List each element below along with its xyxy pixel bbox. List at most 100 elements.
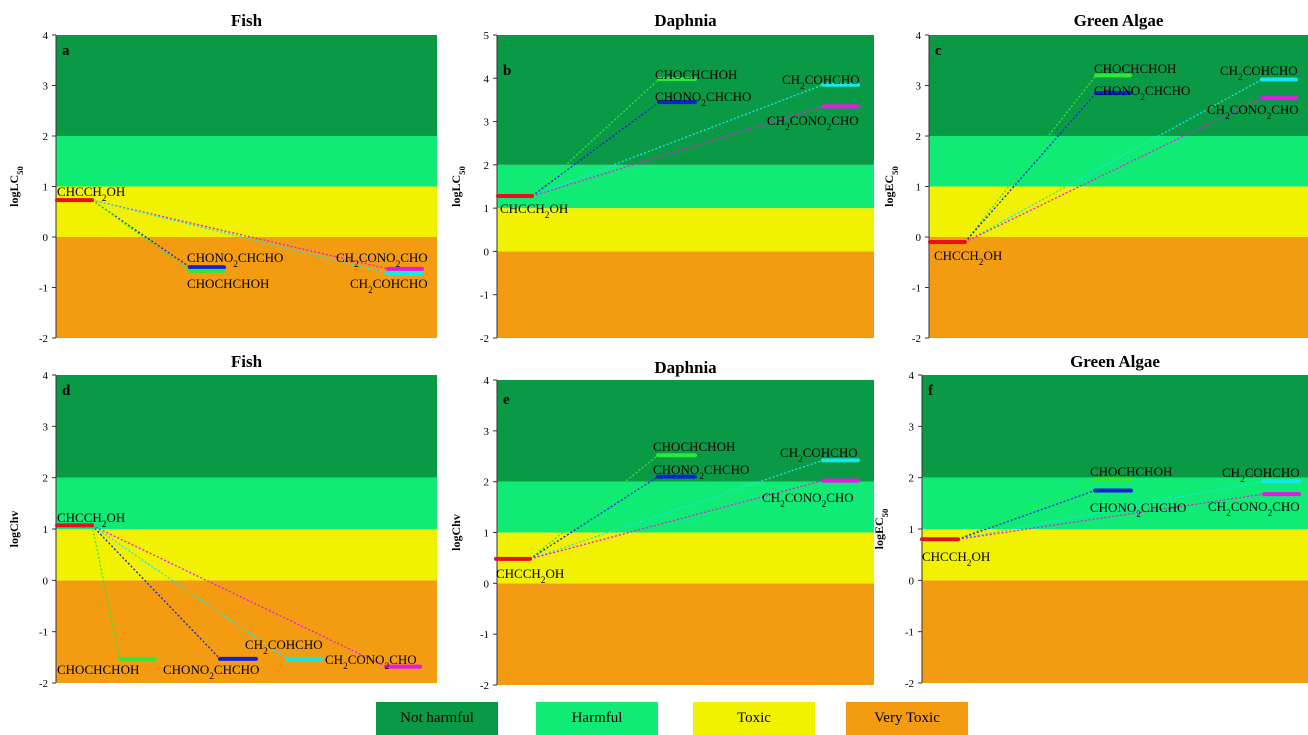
y-tick-label: -1 bbox=[480, 290, 489, 302]
panel-title: Daphnia bbox=[654, 358, 717, 377]
link-line bbox=[91, 199, 389, 270]
product-label: CH2CONO2CHO bbox=[767, 113, 859, 133]
y-tick-label: 5 bbox=[484, 30, 490, 42]
panel-a: 4 3 2 1 0 -1 -2 Fish a logLC50 CHCCH2OH CHONO2CHCHO… bbox=[7, 11, 437, 345]
y-tick-label: 3 bbox=[43, 81, 49, 93]
y-tick-label: 4 bbox=[484, 73, 490, 85]
legend-label: Toxic bbox=[737, 710, 771, 726]
legend-label: Not harmful bbox=[400, 710, 474, 726]
product-label: CH2COHCHO bbox=[1222, 465, 1300, 485]
link-line bbox=[531, 105, 824, 197]
band-toxic bbox=[56, 186, 437, 237]
link-line bbox=[964, 97, 1263, 243]
band-very-toxic bbox=[929, 237, 1308, 338]
band-very-toxic bbox=[56, 580, 437, 683]
panel-title: Fish bbox=[231, 11, 263, 30]
panel-letter: b bbox=[503, 63, 511, 79]
band-harmful bbox=[922, 477, 1308, 529]
legend-toxic: Toxic bbox=[693, 702, 815, 735]
panel-letter: c bbox=[935, 43, 942, 59]
panel-b: 5 4 3 2 1 0 -1 -2 Daphnia b logLC50 CHCCH2OH CHOCHCH… bbox=[449, 11, 874, 345]
product-label: CH2COHCHO bbox=[350, 276, 428, 296]
y-tick-label: 1 bbox=[484, 203, 490, 215]
y-tick-label: 1 bbox=[909, 524, 915, 536]
legend-label: Very Toxic bbox=[874, 710, 940, 726]
y-tick-label: 0 bbox=[484, 246, 490, 258]
product-label: CHOCHCHOH bbox=[655, 67, 737, 82]
y-axis-label: logChv bbox=[449, 514, 463, 551]
link-line bbox=[964, 92, 1097, 243]
y-tick-label: 3 bbox=[484, 426, 490, 438]
link-line bbox=[531, 78, 660, 197]
product-label: CH2CONO2CHO bbox=[1208, 499, 1300, 519]
y-tick-label: 2 bbox=[484, 160, 490, 172]
y-tick-label: 2 bbox=[909, 473, 915, 485]
y-tick-label: -2 bbox=[905, 678, 914, 690]
band-not-harmful bbox=[56, 375, 437, 478]
y-axis-label: logLC50 bbox=[7, 166, 25, 207]
band-not-harmful bbox=[56, 35, 437, 136]
product-label: CH2CONO2CHO bbox=[762, 490, 854, 510]
product-label: CHONO2CHCHO bbox=[655, 89, 751, 109]
product-label: CHONO2CHCHO bbox=[187, 250, 283, 270]
link-line bbox=[529, 459, 824, 560]
y-tick-label: 1 bbox=[43, 524, 49, 536]
product-label: CHOCHCHOH bbox=[187, 276, 269, 291]
y-tick-label: -2 bbox=[912, 333, 921, 345]
y-tick-label: 3 bbox=[43, 421, 49, 433]
y-axis-label: logChv bbox=[7, 511, 21, 548]
panel-title: Green Algae bbox=[1074, 11, 1164, 30]
parent-label: CHCCH2OH bbox=[496, 566, 564, 586]
panel-letter: f bbox=[928, 383, 934, 399]
product-label: CHONO2CHCHO bbox=[1090, 500, 1186, 520]
band-not-harmful bbox=[922, 375, 1308, 478]
product-label: CHOCHCHOH bbox=[653, 439, 735, 454]
y-tick-label: -2 bbox=[480, 333, 489, 345]
product-label: CHOCHCHOH bbox=[1094, 61, 1176, 76]
product-label: CHONO2CHCHO bbox=[163, 662, 259, 682]
y-tick-label: 4 bbox=[909, 370, 915, 382]
y-axis-label: logEC50 bbox=[872, 509, 890, 550]
product-label: CHONO2CHCHO bbox=[653, 462, 749, 482]
product-label: CH2COHCHO bbox=[782, 72, 860, 92]
product-label: CH2CONO2CHO bbox=[325, 652, 417, 672]
parent-label: CHCCH2OH bbox=[922, 549, 990, 569]
panel-e: 4 3 2 1 0 -1 -2 Daphnia e logChv CHCCH2OH CHOCHCHOH… bbox=[449, 358, 874, 692]
product-label: CH2CONO2CHO bbox=[336, 250, 428, 270]
link-line bbox=[957, 493, 1265, 540]
band-not-harmful bbox=[929, 35, 1308, 136]
y-tick-label: 2 bbox=[43, 473, 49, 485]
parent-label: CHCCH2OH bbox=[934, 248, 1002, 268]
parent-label: CHCCH2OH bbox=[57, 184, 125, 204]
link-line bbox=[91, 524, 221, 660]
y-tick-label: 2 bbox=[43, 131, 49, 143]
panel-f: 4 3 2 1 0 -1 -2 Green Algae f logEC50 CHCCH2OH CHOC… bbox=[872, 352, 1308, 690]
y-tick-label: -1 bbox=[480, 629, 489, 641]
panel-letter: a bbox=[62, 43, 70, 59]
link-line bbox=[91, 199, 389, 274]
band-harmful bbox=[497, 164, 874, 209]
y-tick-label: -2 bbox=[39, 678, 48, 690]
band-harmful bbox=[56, 136, 437, 187]
y-tick-label: 0 bbox=[916, 232, 922, 244]
band-harmful bbox=[497, 481, 874, 533]
product-label: CH2COHCHO bbox=[245, 637, 323, 657]
band-very-toxic bbox=[497, 583, 874, 685]
y-tick-label: -1 bbox=[39, 283, 48, 295]
panel-title: Green Algae bbox=[1070, 352, 1160, 371]
panel-d: 4 3 2 1 0 -1 -2 Fish d logChv CHCCH2OH CHOCHCHOH CHO… bbox=[7, 352, 437, 690]
parent-label: CHCCH2OH bbox=[500, 201, 568, 221]
band-toxic bbox=[497, 532, 874, 584]
y-tick-label: 3 bbox=[909, 421, 915, 433]
product-label: CH2COHCHO bbox=[1220, 63, 1298, 83]
panel-title: Daphnia bbox=[654, 11, 717, 30]
y-tick-label: 4 bbox=[43, 30, 49, 42]
y-tick-label: 3 bbox=[916, 81, 922, 93]
product-label: CHOCHCHOH bbox=[1090, 464, 1172, 479]
y-tick-label: 1 bbox=[43, 182, 49, 194]
y-tick-label: 0 bbox=[43, 575, 49, 587]
band-toxic bbox=[56, 529, 437, 581]
link-line bbox=[957, 478, 1096, 540]
band-very-toxic bbox=[922, 580, 1308, 683]
y-tick-label: 3 bbox=[484, 117, 490, 129]
